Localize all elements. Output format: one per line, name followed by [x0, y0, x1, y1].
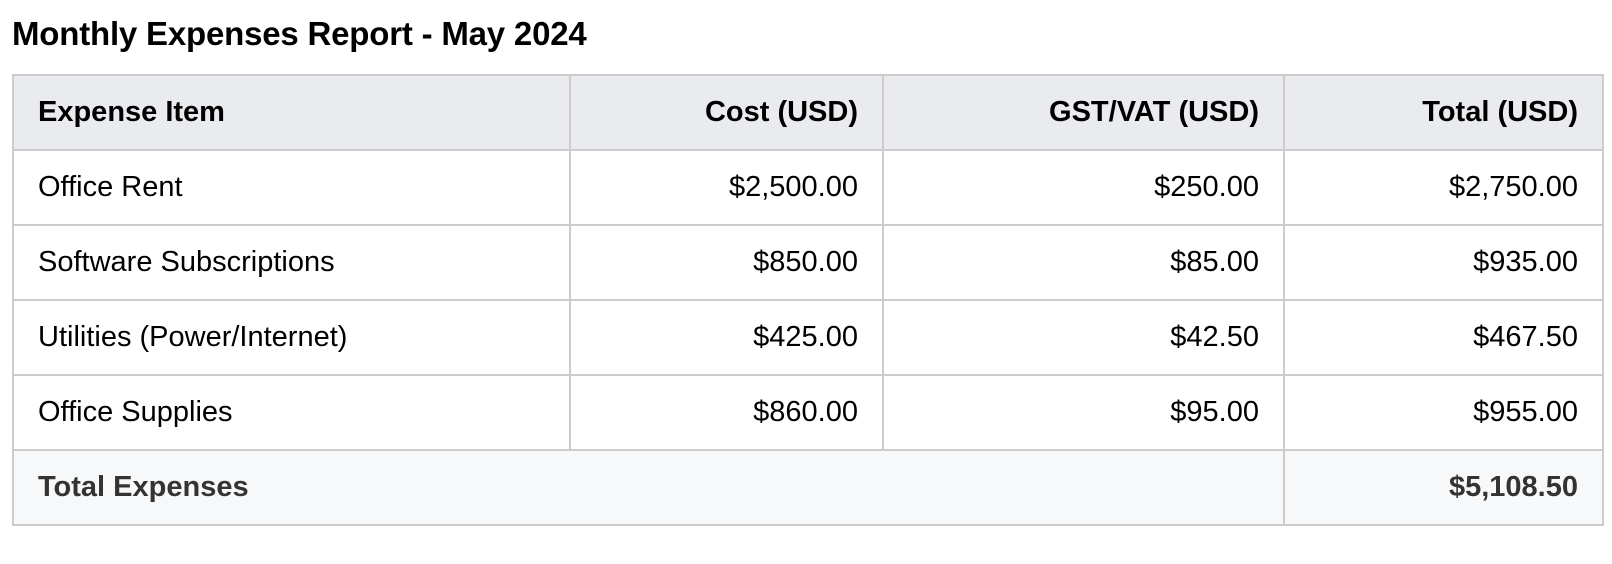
cell-cost: $425.00 [569, 299, 884, 376]
table-row: Software Subscriptions $850.00 $85.00 $9… [12, 224, 1604, 301]
total-expenses-row: Total Expenses $5,108.50 [12, 449, 1604, 526]
cell-gst-vat: $250.00 [882, 149, 1285, 226]
cell-total: $2,750.00 [1283, 149, 1604, 226]
cell-total: $467.50 [1283, 299, 1604, 376]
table-header: Expense Item Cost (USD) GST/VAT (USD) To… [12, 74, 1604, 151]
cell-cost: $2,500.00 [569, 149, 884, 226]
table-row: Utilities (Power/Internet) $425.00 $42.5… [12, 299, 1604, 376]
expense-report: Monthly Expenses Report - May 2024 Expen… [12, 14, 1604, 526]
cell-cost: $850.00 [569, 224, 884, 301]
table-body: Office Rent $2,500.00 $250.00 $2,750.00 … [12, 149, 1604, 526]
cell-expense-item: Utilities (Power/Internet) [12, 299, 571, 376]
table-row: Office Supplies $860.00 $95.00 $955.00 [12, 374, 1604, 451]
cell-expense-item: Software Subscriptions [12, 224, 571, 301]
header-gst-vat: GST/VAT (USD) [882, 74, 1285, 151]
cell-expense-item: Office Supplies [12, 374, 571, 451]
cell-gst-vat: $95.00 [882, 374, 1285, 451]
header-cost: Cost (USD) [569, 74, 884, 151]
total-expenses-value: $5,108.50 [1283, 449, 1604, 526]
header-row: Expense Item Cost (USD) GST/VAT (USD) To… [12, 74, 1604, 151]
table-row: Office Rent $2,500.00 $250.00 $2,750.00 [12, 149, 1604, 226]
total-expenses-label: Total Expenses [12, 449, 1285, 526]
cell-cost: $860.00 [569, 374, 884, 451]
cell-gst-vat: $85.00 [882, 224, 1285, 301]
header-total: Total (USD) [1283, 74, 1604, 151]
cell-total: $935.00 [1283, 224, 1604, 301]
report-title: Monthly Expenses Report - May 2024 [12, 15, 587, 52]
expenses-table: Expense Item Cost (USD) GST/VAT (USD) To… [12, 74, 1604, 526]
cell-expense-item: Office Rent [12, 149, 571, 226]
cell-total: $955.00 [1283, 374, 1604, 451]
cell-gst-vat: $42.50 [882, 299, 1285, 376]
header-expense-item: Expense Item [12, 74, 571, 151]
